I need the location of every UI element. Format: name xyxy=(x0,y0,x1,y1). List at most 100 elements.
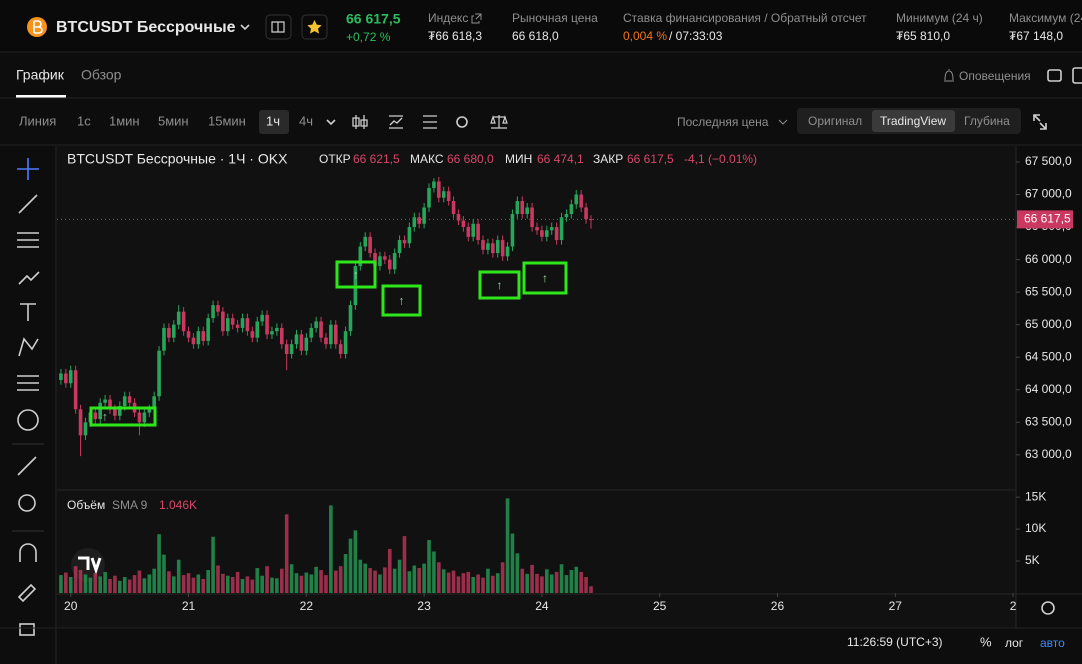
tab-chart[interactable]: График xyxy=(16,67,65,83)
last-price-label: 66 617,5 xyxy=(1024,212,1071,226)
link-icon[interactable] xyxy=(471,13,482,24)
view-option[interactable]: Оригинал xyxy=(808,114,862,128)
crosshair-tool[interactable] xyxy=(17,158,39,180)
layout-icon[interactable] xyxy=(1047,69,1062,82)
candle-body xyxy=(520,201,525,215)
volume-bar xyxy=(584,577,588,593)
volume-bar xyxy=(265,566,269,593)
view-option[interactable]: TradingView xyxy=(880,114,946,128)
candle-body xyxy=(397,240,402,254)
line-tool[interactable] xyxy=(18,194,38,214)
percent-toggle[interactable]: % xyxy=(980,634,992,649)
highlight-arrow: ↑ xyxy=(497,278,503,292)
volume-bar xyxy=(505,498,510,593)
volume-bar xyxy=(196,574,201,593)
brush-tool[interactable] xyxy=(18,271,40,285)
volume-bar xyxy=(520,568,525,593)
y-tick-label: 67 500,0 xyxy=(1025,154,1072,168)
volume-bar xyxy=(127,579,132,593)
lock-tool[interactable] xyxy=(19,623,35,636)
favorite-button[interactable] xyxy=(301,14,328,40)
layout-icon[interactable] xyxy=(1072,67,1082,84)
highlight-arrow: ↑ xyxy=(353,268,359,282)
y-tick-label: 63 000,0 xyxy=(1025,447,1072,461)
volume-tick-label: 15K xyxy=(1025,489,1046,503)
candle-body xyxy=(456,214,461,221)
zoom-tool[interactable] xyxy=(18,494,36,512)
volume-bar xyxy=(289,564,294,593)
candle-body xyxy=(500,240,505,257)
x-tick-label: 24 xyxy=(535,599,549,613)
price-source[interactable]: Последняя цена xyxy=(677,115,769,129)
volume-bar xyxy=(392,568,397,593)
highlight-box xyxy=(381,284,422,317)
price-change: +0,72 % xyxy=(346,30,391,44)
volume-bar xyxy=(250,579,255,593)
chevron[interactable] xyxy=(778,119,788,125)
y-tick-label: 66 000,0 xyxy=(1025,252,1072,266)
compare-icon[interactable] xyxy=(490,115,508,129)
auto-toggle[interactable]: авто xyxy=(1040,636,1065,650)
candle-body xyxy=(407,227,412,244)
candle-body xyxy=(191,337,196,345)
tab-underline xyxy=(16,95,66,98)
candle-body xyxy=(284,344,289,354)
fib-tool[interactable] xyxy=(17,232,39,248)
template-icon[interactable] xyxy=(423,115,437,129)
symbol[interactable]: BTCUSDT Бессрочные xyxy=(56,19,236,36)
candle-body xyxy=(98,402,102,420)
alerts[interactable]: Оповещения xyxy=(959,69,1031,83)
y-tick-label: 63 500,0 xyxy=(1025,414,1072,428)
highlight-box xyxy=(89,406,157,427)
volume-bar xyxy=(157,534,161,593)
interval[interactable]: 15мин xyxy=(208,113,246,128)
prediction-tool[interactable] xyxy=(17,375,39,391)
last-price: 66 617,5 xyxy=(346,11,401,27)
log-toggle[interactable]: лог xyxy=(1005,636,1024,650)
interval[interactable]: Линия xyxy=(19,113,56,128)
legend-change: -4,1 (−0.01%) xyxy=(684,152,757,166)
axis-settings[interactable] xyxy=(1041,601,1055,615)
volume-bar xyxy=(284,514,289,593)
interval[interactable]: 1мин xyxy=(109,113,140,128)
volume-bar xyxy=(59,575,63,593)
candle-body xyxy=(221,311,225,332)
volume-bar xyxy=(446,572,451,593)
candle-body xyxy=(481,240,485,250)
interval[interactable]: 4ч xyxy=(299,113,313,128)
countdown: / 07:33:03 xyxy=(669,29,723,43)
candle-body xyxy=(329,324,333,345)
candle-body xyxy=(142,412,147,423)
volume-bar xyxy=(510,533,515,593)
candle-type-icon[interactable] xyxy=(352,115,368,129)
candle-body xyxy=(216,305,220,312)
view-option[interactable]: Глубина xyxy=(964,114,1010,128)
indicator-icon[interactable] xyxy=(389,115,403,129)
tab-overview[interactable]: Обзор xyxy=(81,67,122,83)
y-tick-label: 64 000,0 xyxy=(1025,382,1072,396)
candle-body xyxy=(584,207,588,220)
candle-body xyxy=(333,324,338,345)
emoji-tool[interactable] xyxy=(17,409,39,431)
ruler-tool[interactable] xyxy=(17,456,37,476)
volume-bar xyxy=(162,554,166,593)
volume-bar xyxy=(68,577,73,593)
pattern-tool[interactable] xyxy=(18,337,39,357)
chevron[interactable] xyxy=(326,119,336,126)
candle-body xyxy=(491,243,495,254)
interval[interactable]: 5мин xyxy=(158,113,189,128)
candle-body xyxy=(324,337,328,345)
volume-bar xyxy=(319,569,323,593)
interval[interactable]: 1с xyxy=(77,113,91,128)
edit-tool[interactable] xyxy=(17,583,37,603)
fullscreen-icon[interactable] xyxy=(1033,114,1047,130)
interval[interactable]: 1ч xyxy=(266,113,280,128)
magnet-tool[interactable] xyxy=(19,543,37,562)
text-tool[interactable] xyxy=(20,303,36,321)
candle-body xyxy=(387,259,392,270)
settings-icon[interactable] xyxy=(456,116,468,128)
symbol-chevron[interactable] xyxy=(240,24,250,31)
book-button[interactable] xyxy=(265,14,292,40)
volume-bar xyxy=(147,574,152,593)
volume-bar xyxy=(294,573,299,593)
